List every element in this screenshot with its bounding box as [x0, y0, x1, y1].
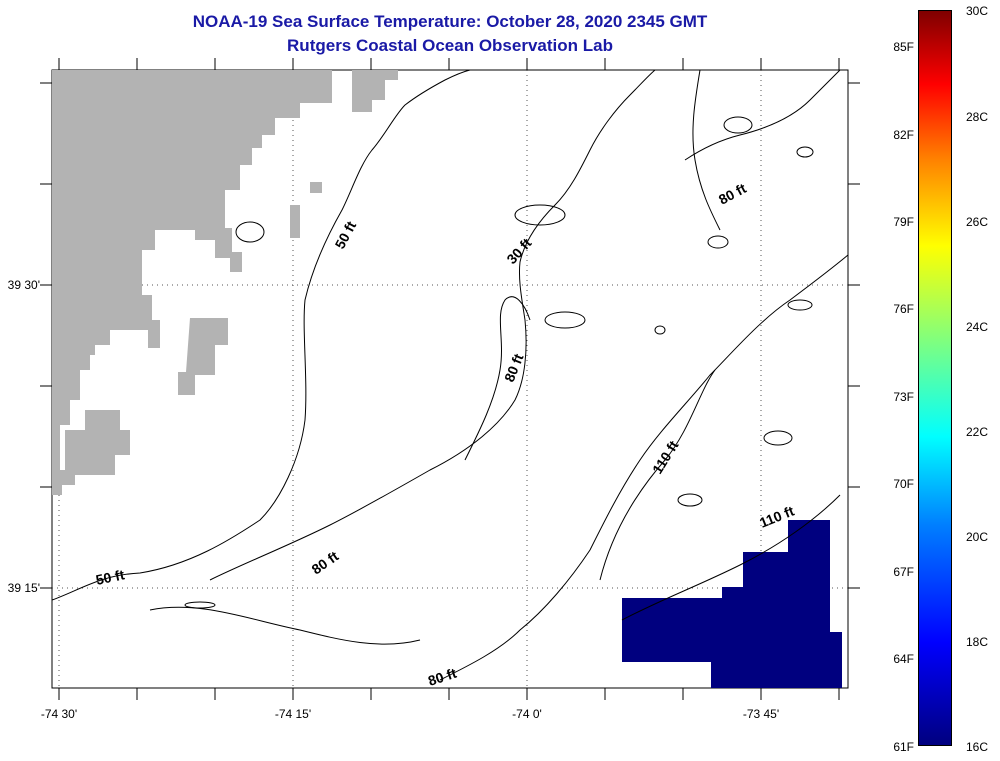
axis-ticks [40, 58, 860, 700]
y-axis-labels: 39 30' 39 15' [8, 278, 40, 595]
colorbar-label-c: 30C [966, 4, 989, 18]
x-tick-label: -74 30' [41, 707, 77, 721]
colorbar-label-c: 24C [966, 320, 989, 334]
temperature-colorbar [918, 10, 952, 746]
colorbar-label-c: 22C [966, 425, 989, 439]
colorbar-label-f: 82F [893, 128, 914, 142]
colorbar-label-f: 85F [893, 40, 914, 54]
colorbar-label-f: 67F [893, 565, 914, 579]
land-strip [52, 410, 130, 495]
colorbar-label-c: 20C [966, 530, 989, 544]
x-tick-label: -74 15' [275, 707, 311, 721]
y-tick-label: 39 15' [8, 581, 40, 595]
colorbar-label-c: 26C [966, 215, 989, 229]
colorbar-label-f: 70F [893, 477, 914, 491]
bathymetry-contours [51, 69, 849, 681]
land-blocks [290, 70, 398, 238]
y-tick-label: 39 30' [8, 278, 40, 292]
land-area [52, 70, 332, 470]
map-subtitle: Rutgers Coastal Ocean Observation Lab [287, 36, 613, 55]
contour-label-50ft-south: 50 ft [94, 566, 126, 588]
sst-patch [622, 520, 842, 688]
contour-islands [184, 116, 814, 609]
colorbar-gradient [918, 10, 952, 746]
colorbar-label-f: 76F [893, 302, 914, 316]
colorbar-label-c: 18C [966, 635, 989, 649]
x-axis-labels: -74 30' -74 15' -74 0' -73 45' [41, 707, 779, 721]
x-tick-label: -73 45' [743, 707, 779, 721]
colorbar-label-f: 79F [893, 215, 914, 229]
map-title: NOAA-19 Sea Surface Temperature: October… [192, 12, 708, 31]
colorbar-label-c: 16C [966, 740, 989, 754]
land-island [178, 318, 228, 395]
colorbar-label-f: 73F [893, 390, 914, 404]
x-tick-label: -74 0' [512, 707, 542, 721]
colorbar-label-c: 28C [966, 110, 989, 124]
colorbar-label-f: 64F [893, 652, 914, 666]
colorbar-label-f: 61F [893, 740, 914, 754]
